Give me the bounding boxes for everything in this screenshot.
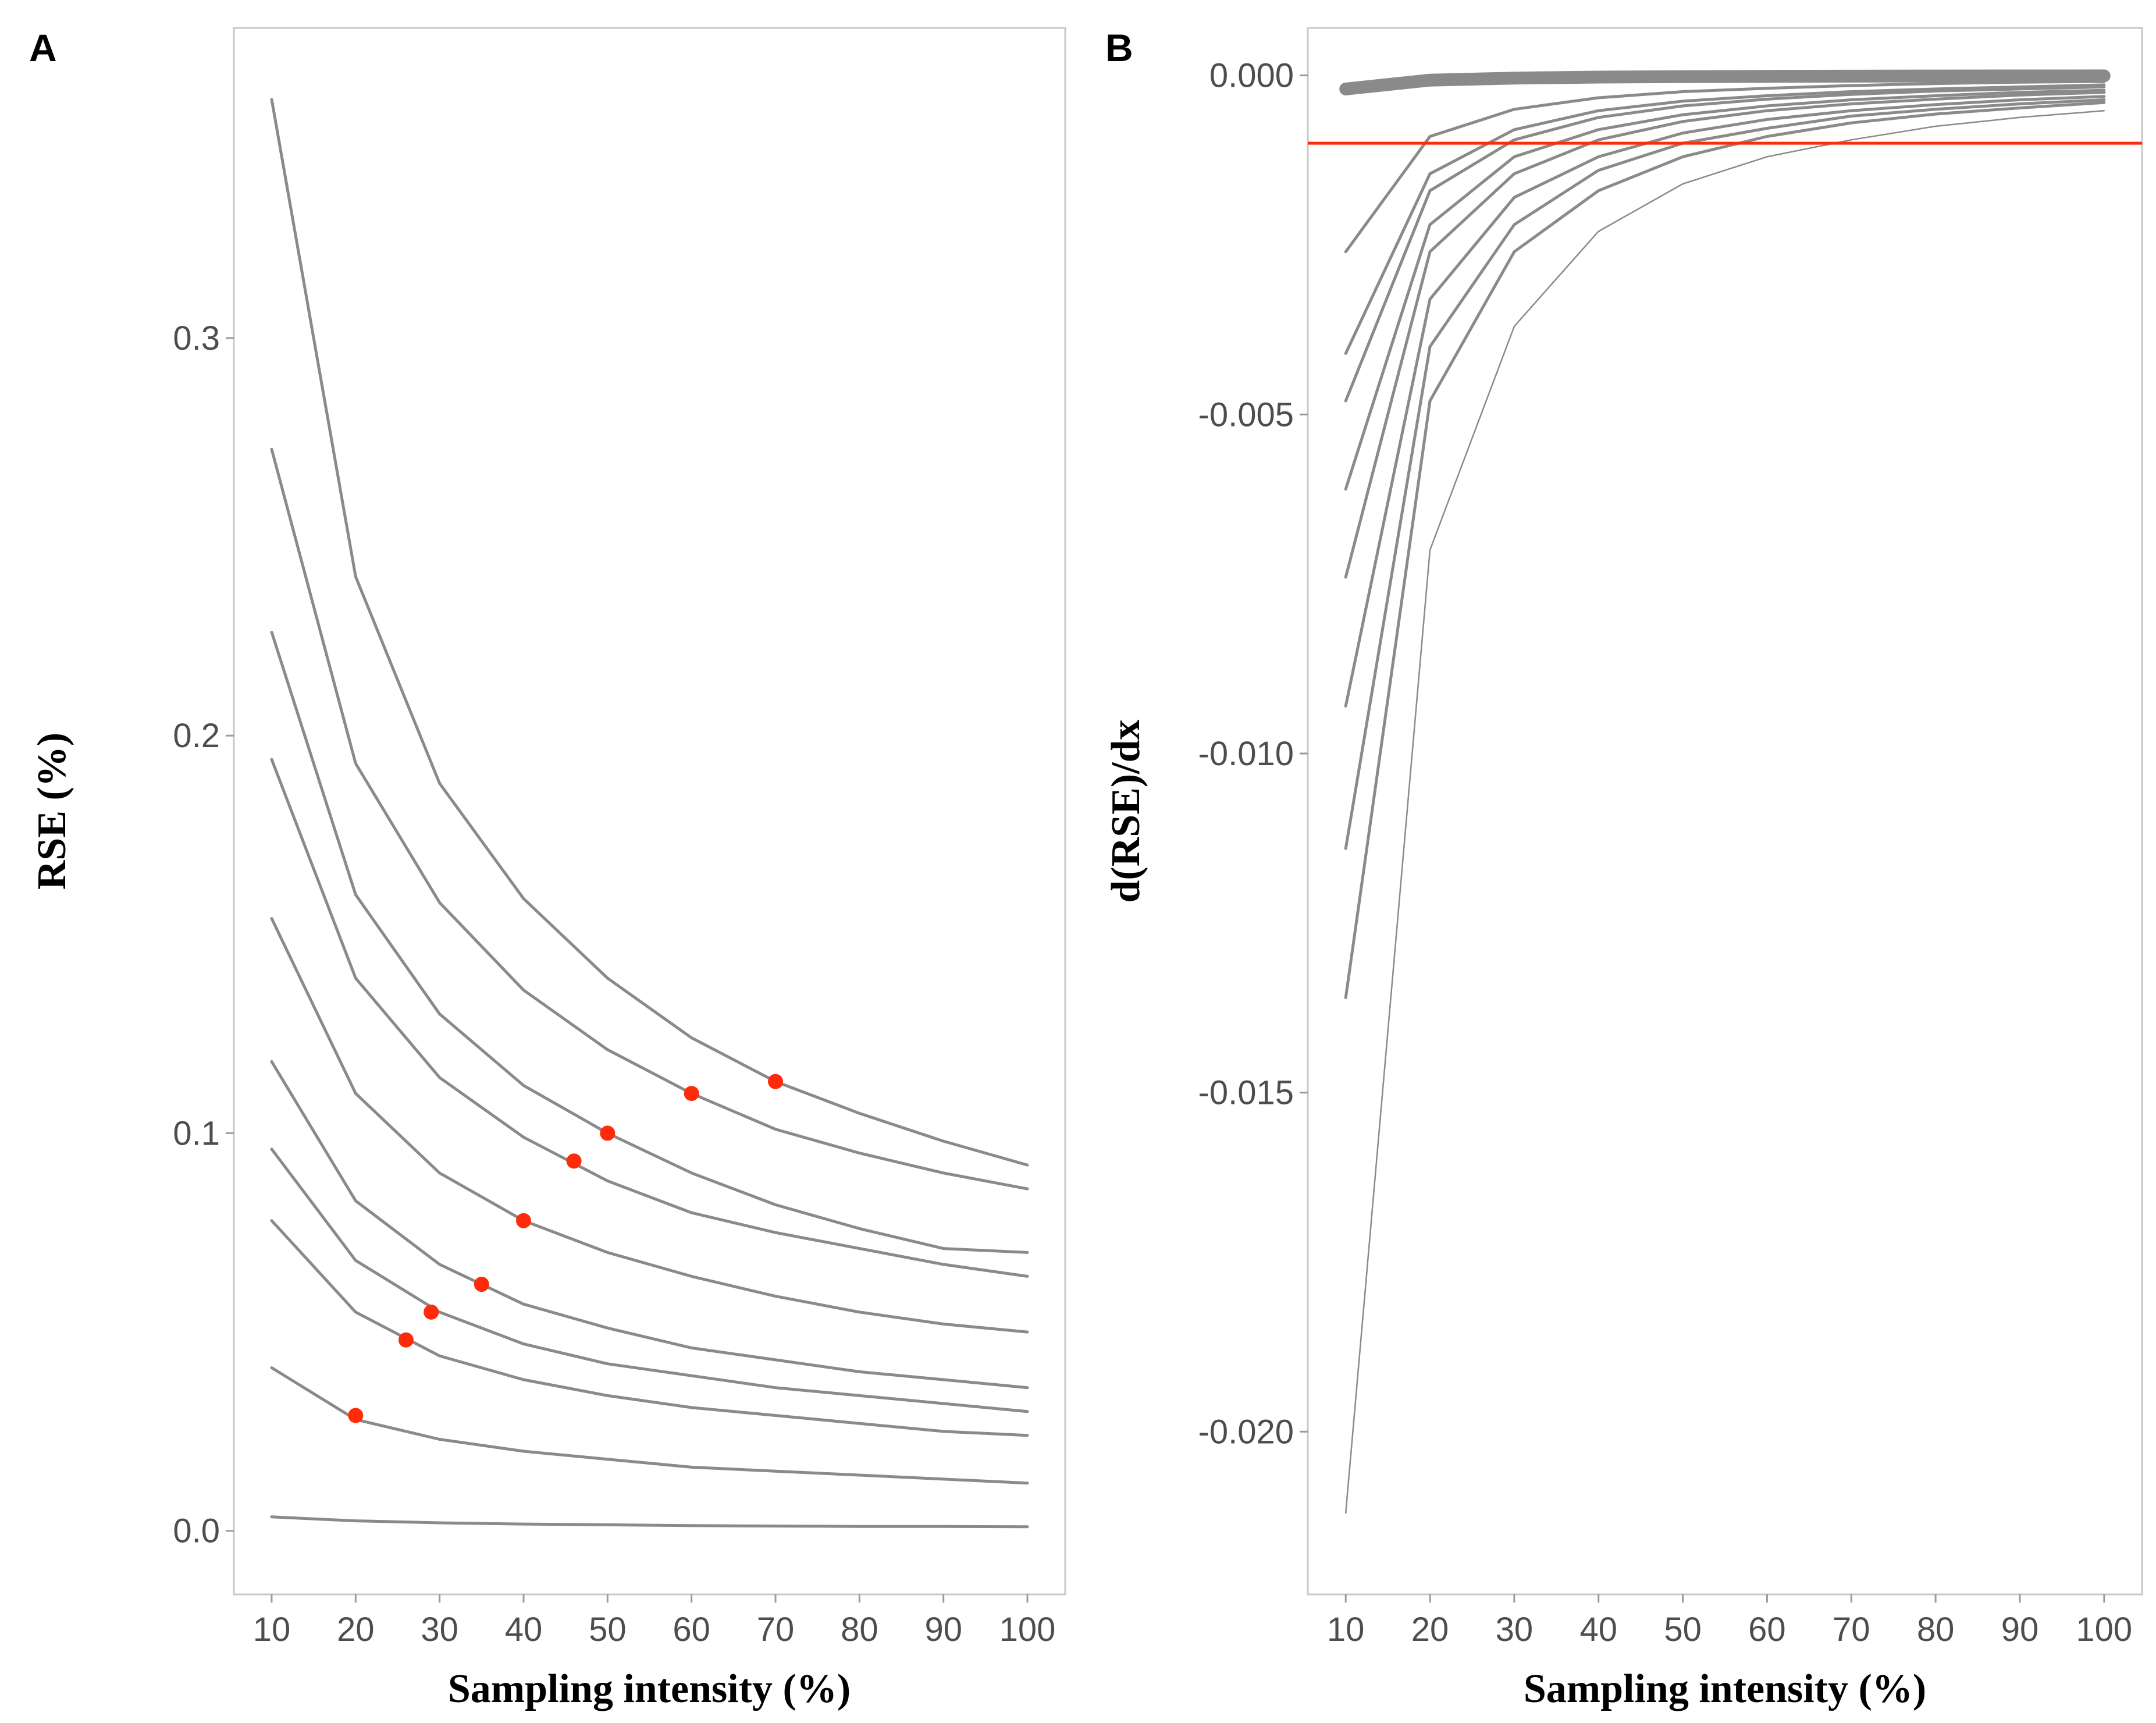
series-line-d9 — [1344, 80, 2106, 254]
threshold-point-marker — [515, 1213, 531, 1228]
threshold-point-marker — [684, 1086, 699, 1102]
panel-a-x-axis-title: Sampling intensity (%) — [448, 1667, 851, 1711]
series-line-d1 — [1344, 109, 2105, 1514]
x-tick-label: 70 — [757, 1611, 795, 1649]
x-tick-label: 20 — [337, 1611, 375, 1649]
panel-a: A 0.0 0.1 0.2 0.3 10 20 30 40 50 60 70 80 90 100 Sam… — [29, 26, 1066, 1711]
y-tick-label: 0.2 — [173, 717, 220, 755]
series-line-d10 — [1339, 69, 2111, 95]
panel-b-plot-frame — [1307, 27, 2143, 1596]
panel-a-marker-group — [348, 1074, 784, 1423]
y-tick-label: -0.005 — [1198, 396, 1294, 434]
panel-a-y-ticks: 0.0 0.1 0.2 0.3 — [173, 319, 234, 1550]
series-line-d7 — [1344, 85, 2106, 403]
series-line-s6 — [270, 1060, 1029, 1390]
x-tick-label: 60 — [1748, 1611, 1786, 1649]
panel-b-y-ticks: 0.000 -0.005 -0.010 -0.015 -0.020 — [1198, 57, 1308, 1451]
x-tick-label: 70 — [1833, 1611, 1870, 1649]
threshold-point-marker — [398, 1332, 414, 1348]
y-tick-label: 0.3 — [173, 319, 220, 357]
series-line-s8 — [270, 1219, 1029, 1437]
panel-b-series-group — [1339, 69, 2111, 1514]
panel-a-plot-frame — [233, 27, 1066, 1596]
threshold-point-marker — [348, 1408, 364, 1423]
y-tick-label: 0.000 — [1209, 57, 1294, 95]
y-tick-label: -0.020 — [1198, 1413, 1294, 1451]
x-tick-label: 40 — [505, 1611, 543, 1649]
panel-b-x-ticks: 10 20 30 40 50 60 70 80 90 100 — [1327, 1594, 2132, 1649]
panel-b: B 0.000 -0.005 -0.010 -0.015 -0.020 10 20 30 40… — [1104, 26, 2143, 1711]
panel-a-y-axis-title: RSE (%) — [30, 733, 74, 890]
y-tick-label: -0.015 — [1198, 1074, 1294, 1112]
threshold-point-marker — [566, 1153, 582, 1169]
y-tick-label: -0.010 — [1198, 735, 1294, 773]
series-line-d2 — [1344, 101, 2106, 999]
series-line-d3 — [1344, 98, 2106, 850]
panel-a-x-ticks: 10 20 30 40 50 60 70 80 90 100 — [253, 1594, 1056, 1649]
x-tick-label: 20 — [1411, 1611, 1449, 1649]
series-line-s5 — [270, 917, 1029, 1334]
x-tick-label: 100 — [999, 1611, 1056, 1649]
x-tick-label: 50 — [589, 1611, 627, 1649]
threshold-point-marker — [768, 1074, 784, 1089]
x-tick-label: 10 — [253, 1611, 291, 1649]
x-tick-label: 80 — [1917, 1611, 1955, 1649]
y-tick-label: 0.0 — [173, 1512, 220, 1550]
x-tick-label: 10 — [1327, 1611, 1365, 1649]
x-tick-label: 90 — [2001, 1611, 2039, 1649]
threshold-point-marker — [424, 1304, 439, 1320]
x-tick-label: 40 — [1579, 1611, 1617, 1649]
x-tick-label: 80 — [841, 1611, 878, 1649]
panel-a-series-group — [270, 98, 1029, 1529]
series-line-s3 — [270, 631, 1029, 1254]
x-tick-label: 60 — [673, 1611, 710, 1649]
series-line-d8 — [1344, 83, 2106, 355]
panel-a-label: A — [29, 26, 57, 69]
series-line-s1 — [270, 98, 1029, 1167]
series-line-s7 — [270, 1148, 1029, 1413]
series-line-s9 — [270, 1366, 1029, 1485]
x-tick-label: 90 — [924, 1611, 962, 1649]
series-line-s4 — [270, 758, 1029, 1278]
x-tick-label: 100 — [2076, 1611, 2132, 1649]
x-tick-label: 30 — [421, 1611, 458, 1649]
panel-b-label: B — [1105, 26, 1133, 69]
series-line-d5 — [1344, 91, 2106, 579]
series-line-s2 — [270, 447, 1029, 1191]
series-line-d4 — [1344, 95, 2106, 708]
panel-b-y-axis-title: d(RSE)/dx — [1104, 719, 1148, 903]
x-tick-label: 50 — [1664, 1611, 1702, 1649]
threshold-point-marker — [600, 1125, 616, 1141]
x-tick-label: 30 — [1496, 1611, 1534, 1649]
series-line-d6 — [1344, 88, 2106, 491]
y-tick-label: 0.1 — [173, 1114, 220, 1152]
threshold-point-marker — [474, 1277, 489, 1292]
panel-b-x-axis-title: Sampling intensity (%) — [1524, 1667, 1926, 1711]
series-line-s10 — [270, 1515, 1029, 1529]
